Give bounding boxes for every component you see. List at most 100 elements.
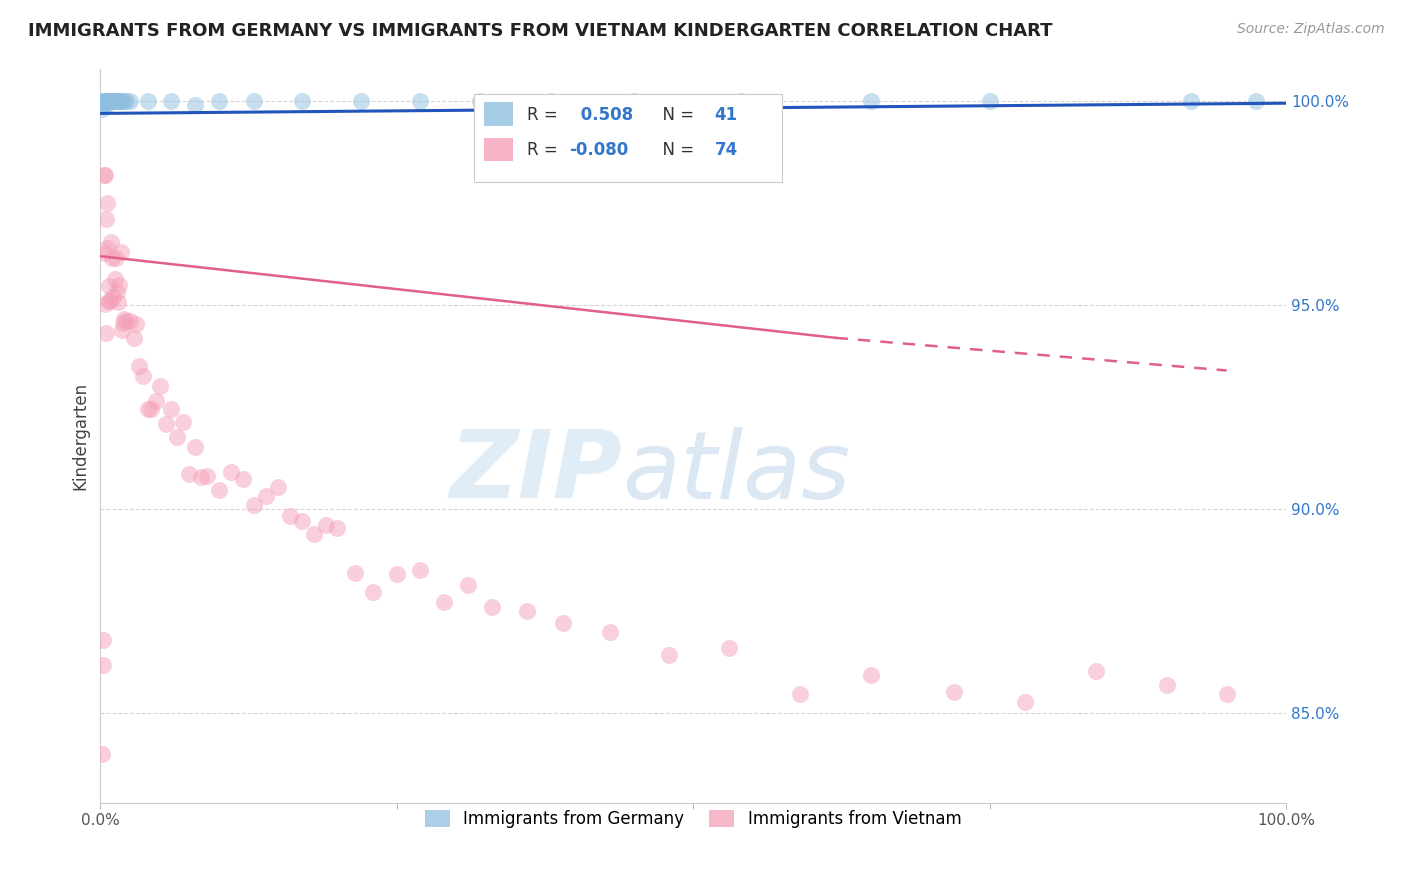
Point	[145, 393, 167, 408]
Point	[658, 648, 681, 663]
Point	[96, 94, 118, 108]
Text: ZIP: ZIP	[449, 426, 621, 518]
Point	[457, 578, 479, 592]
Point	[122, 331, 145, 345]
Point	[115, 94, 138, 108]
Point	[155, 417, 177, 431]
Point	[96, 196, 118, 211]
Point	[1215, 687, 1237, 701]
Point	[1014, 695, 1036, 709]
Point	[859, 94, 882, 108]
Point	[208, 94, 231, 108]
Point	[1156, 678, 1178, 692]
Point	[291, 515, 314, 529]
Point	[326, 521, 349, 535]
Point	[315, 518, 337, 533]
Point	[98, 294, 121, 309]
FancyBboxPatch shape	[485, 137, 513, 161]
Text: N =: N =	[651, 106, 699, 124]
Point	[101, 251, 124, 265]
Point	[112, 312, 135, 326]
Point	[103, 290, 125, 304]
Point	[103, 94, 125, 108]
Point	[93, 94, 115, 108]
Point	[943, 685, 966, 699]
Point	[94, 94, 117, 108]
Point	[125, 317, 148, 331]
Point	[166, 430, 188, 444]
Point	[350, 94, 373, 108]
Point	[104, 251, 127, 265]
Point	[184, 98, 207, 112]
Point	[91, 633, 114, 648]
Point	[291, 94, 314, 108]
Point	[111, 323, 134, 337]
Point	[98, 94, 121, 108]
Point	[91, 657, 114, 672]
Point	[96, 326, 118, 341]
Point	[789, 687, 811, 701]
Point	[1180, 94, 1202, 108]
Point	[409, 94, 432, 108]
Text: 0.508: 0.508	[575, 106, 633, 124]
Point	[97, 94, 120, 108]
Point	[344, 566, 367, 581]
Point	[1246, 94, 1268, 108]
Text: R =: R =	[527, 106, 564, 124]
Point	[96, 98, 118, 112]
Text: 41: 41	[714, 106, 738, 124]
Point	[979, 94, 1001, 108]
Point	[103, 271, 125, 285]
Point	[104, 94, 127, 108]
Text: 74: 74	[714, 141, 738, 159]
Text: atlas: atlas	[621, 427, 851, 518]
Point	[551, 616, 574, 631]
Point	[128, 359, 150, 373]
Point	[94, 168, 117, 182]
Point	[107, 94, 129, 108]
Point	[105, 285, 128, 299]
Point	[243, 94, 266, 108]
Point	[717, 641, 740, 656]
Point	[160, 402, 183, 417]
Point	[179, 467, 201, 482]
Point	[93, 246, 115, 260]
Point	[96, 211, 118, 226]
Point	[278, 509, 301, 524]
Point	[93, 98, 115, 112]
Point	[149, 379, 172, 393]
Point	[136, 402, 159, 417]
Point	[108, 94, 131, 108]
Point	[623, 94, 645, 108]
Point	[110, 245, 132, 260]
Point	[94, 296, 117, 310]
Point	[136, 94, 159, 108]
Text: Source: ZipAtlas.com: Source: ZipAtlas.com	[1237, 22, 1385, 37]
Text: N =: N =	[651, 141, 699, 159]
Point	[1085, 664, 1108, 678]
Point	[195, 469, 218, 483]
Point	[361, 584, 384, 599]
Point	[433, 594, 456, 608]
Point	[219, 465, 242, 479]
Point	[481, 600, 503, 615]
Point	[90, 747, 112, 761]
Point	[267, 480, 290, 494]
Point	[302, 526, 325, 541]
Point	[232, 471, 254, 485]
Point	[160, 94, 183, 108]
Point	[96, 94, 118, 108]
Point	[105, 94, 128, 108]
Point	[859, 668, 882, 682]
Point	[111, 316, 134, 330]
Point	[172, 415, 194, 429]
Point	[100, 235, 122, 250]
Point	[96, 241, 118, 255]
Point	[141, 402, 163, 417]
Text: IMMIGRANTS FROM GERMANY VS IMMIGRANTS FROM VIETNAM KINDERGARTEN CORRELATION CHAR: IMMIGRANTS FROM GERMANY VS IMMIGRANTS FR…	[28, 22, 1053, 40]
Point	[409, 563, 432, 577]
Point	[516, 604, 538, 618]
Point	[97, 94, 120, 108]
Text: R =: R =	[527, 141, 564, 159]
Y-axis label: Kindergarten: Kindergarten	[72, 382, 89, 490]
